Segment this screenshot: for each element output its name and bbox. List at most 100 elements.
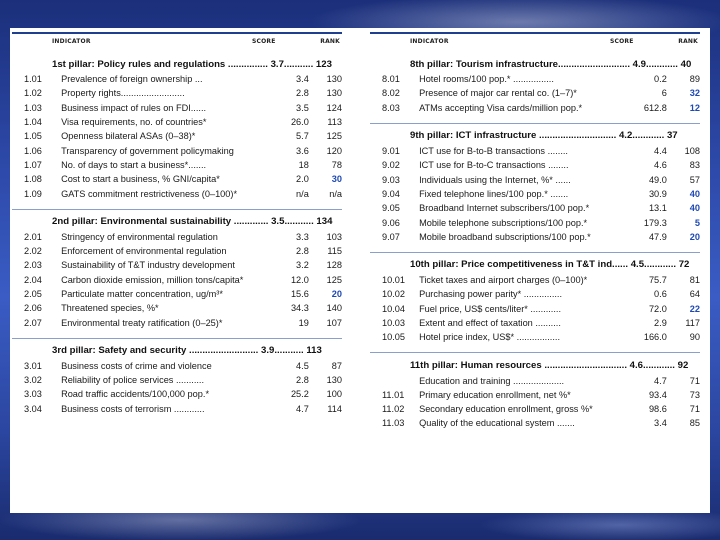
table-row: 9.02 ICT use for B-to-C transactions ....… <box>370 158 700 172</box>
table-row: 1.01 Prevalence of foreign ownership ... 3… <box>12 72 342 86</box>
table-row: 11.02 Secondary education enrollment, gro… <box>370 402 700 416</box>
table-row: 1.03 Business impact of rules on FDI.....… <box>12 101 342 115</box>
indicator-score: 26.0 <box>290 117 309 128</box>
indicator-score: 12.0 <box>290 274 309 285</box>
indicator-score: 98.6 <box>648 404 667 415</box>
indicator-score: 3.3 <box>296 231 309 242</box>
pillar-section: 11th pillar: Human resources ...........… <box>370 352 700 430</box>
indicator-rank: 125 <box>326 274 342 285</box>
indicator-number: 3.03 <box>24 389 42 400</box>
indicator-score: 4.5 <box>296 360 309 371</box>
indicator-rank: 83 <box>689 160 700 171</box>
indicator-score: 0.6 <box>654 289 667 300</box>
indicator-score: 4.6 <box>654 160 667 171</box>
indicator-name: Visa requirements, no. of countries* <box>61 117 207 128</box>
pillar-section: 1st pillar: Policy rules and regulations… <box>12 56 342 201</box>
indicator-rank: 87 <box>331 360 342 371</box>
indicator-number: 2.02 <box>24 246 42 257</box>
indicator-name: Road traffic accidents/100,000 pop.* <box>61 389 210 400</box>
indicator-score: 25.2 <box>290 389 309 400</box>
indicator-number: 8.02 <box>382 88 400 99</box>
document-page: INDICATOR SCORE RANK 1st pillar: Policy … <box>10 28 710 513</box>
indicator-number: 10.02 <box>382 289 405 300</box>
indicator-number: 3.02 <box>24 375 42 386</box>
pillar-section: 8th pillar: Tourism infrastructure......… <box>370 56 700 115</box>
table-row: 8.01 Hotel rooms/100 pop.* ..............… <box>370 72 700 86</box>
indicator-number: 1.08 <box>24 174 42 185</box>
indicator-name: Reliability of police services .........… <box>61 375 205 386</box>
indicator-number: 2.03 <box>24 260 42 271</box>
indicator-name: Enforcement of environmental regulation <box>61 246 227 257</box>
indicator-score: 2.8 <box>296 375 309 386</box>
indicator-rank: 117 <box>685 318 700 328</box>
indicator-name: Particulate matter concentration, ug/m³* <box>61 289 223 299</box>
pillar-section: 3rd pillar: Safety and security ........… <box>12 337 342 416</box>
table-row: 11.03 Quality of the educational system .… <box>370 416 700 430</box>
indicator-score: 34.3 <box>290 303 309 314</box>
indicator-number: 9.01 <box>382 146 400 157</box>
table-row: 9.06 Mobile telephone subscriptions/100 p… <box>370 215 700 229</box>
table-row: 3.04 Business costs of terrorism ........… <box>12 402 342 416</box>
indicator-name: Sustainability of T&T industry developme… <box>61 260 235 271</box>
indicator-name: Fixed telephone lines/100 pop.* ....... <box>419 188 569 199</box>
indicator-number: 1.02 <box>24 88 42 99</box>
indicator-rank: 130 <box>326 375 342 386</box>
indicator-number: 1.04 <box>24 117 42 128</box>
indicator-number: 10.04 <box>382 303 405 314</box>
table-row: 10.02 Purchasing power parity* ..........… <box>370 287 700 301</box>
table-row: 1.04 Visa requirements, no. of countries*… <box>12 115 342 129</box>
indicator-score: 3.2 <box>296 260 309 271</box>
indicator-name: Environmental treaty ratification (0–25)… <box>61 317 223 328</box>
header-score: SCORE <box>252 37 276 45</box>
indicator-name: Education and training .................… <box>419 375 565 386</box>
indicator-rank: 5 <box>694 217 700 228</box>
indicator-rank: 12 <box>689 102 700 113</box>
indicator-number: 1.09 <box>24 188 42 199</box>
indicator-rank: 108 <box>684 146 700 157</box>
indicator-number: 9.05 <box>382 203 400 214</box>
header-rank: RANK <box>320 37 340 45</box>
left-column: INDICATOR SCORE RANK 1st pillar: Policy … <box>12 32 342 416</box>
table-row: 1.07 No. of days to start a business*....… <box>12 158 342 172</box>
indicator-rank: 57 <box>689 174 700 185</box>
table-row: 1.06 Transparency of government policymak… <box>12 143 342 157</box>
section-divider <box>370 122 700 124</box>
indicator-name: Hotel price index, US$* ................… <box>419 332 560 343</box>
indicator-name: Primary education enrollment, net %* <box>419 389 571 400</box>
header-score: SCORE <box>610 37 634 45</box>
indicator-number: 11.02 <box>382 404 405 415</box>
indicator-rank: 20 <box>689 231 700 242</box>
indicator-rank: 71 <box>689 375 700 386</box>
table-row: 1.08 Cost to start a business, % GNI/capi… <box>12 172 342 186</box>
indicator-number: 9.04 <box>382 188 400 199</box>
section-divider <box>370 352 700 354</box>
indicator-number: 11.01 <box>382 389 405 400</box>
left-pillars: 1st pillar: Policy rules and regulations… <box>12 56 342 416</box>
pillar-title: 2nd pillar: Environmental sustainability… <box>52 216 333 228</box>
indicator-number: 9.06 <box>382 217 400 228</box>
indicator-name: Fuel price, US$ cents/liter* ...........… <box>419 303 562 314</box>
right-pillars: 8th pillar: Tourism infrastructure......… <box>370 56 700 431</box>
indicator-name: Property rights......................... <box>61 88 185 99</box>
indicator-number: 2.06 <box>24 303 42 314</box>
table-row: 10.03 Extent and effect of taxation .....… <box>370 316 700 330</box>
indicator-rank: 71 <box>689 404 700 415</box>
indicator-name: Cost to start a business, % GNI/capita* <box>61 174 220 185</box>
indicator-name: Openness bilateral ASAs (0–38)* <box>61 131 196 142</box>
indicator-name: Mobile broadband subscriptions/100 pop.* <box>419 231 591 242</box>
indicator-number: 8.01 <box>382 74 400 85</box>
right-column: INDICATOR SCORE RANK 8th pillar: Tourism… <box>370 32 700 431</box>
indicator-name: Hotel rooms/100 pop.* ................ <box>419 74 554 85</box>
table-row: 9.07 Mobile broadband subscriptions/100 p… <box>370 230 700 244</box>
indicator-rank: 120 <box>326 145 342 156</box>
table-header: INDICATOR SCORE RANK <box>370 32 700 48</box>
table-row: 9.03 Individuals using the Internet, %* .… <box>370 172 700 186</box>
indicator-name: Purchasing power parity* ............... <box>419 289 563 300</box>
indicator-rank: 89 <box>689 74 700 85</box>
indicator-number: 9.03 <box>382 174 400 185</box>
indicator-number: 9.02 <box>382 160 400 171</box>
indicator-score: 0.2 <box>654 74 667 85</box>
indicator-score: 3.4 <box>296 74 309 85</box>
indicator-number: 1.06 <box>24 145 42 156</box>
indicator-score: 3.5 <box>296 102 309 113</box>
